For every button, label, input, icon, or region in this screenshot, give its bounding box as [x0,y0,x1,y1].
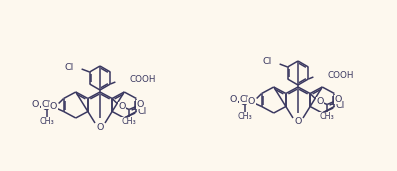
Text: O: O [32,100,39,109]
Text: O: O [248,97,255,106]
Text: COOH: COOH [129,76,156,84]
Text: Cl: Cl [64,62,73,71]
Text: CH₃: CH₃ [237,112,252,121]
Text: Cl: Cl [239,95,248,104]
Text: Cl: Cl [41,100,50,109]
Text: COOH: COOH [328,70,354,80]
Text: O: O [334,95,342,104]
Text: Cl: Cl [262,57,272,67]
Text: O: O [230,95,237,104]
Text: O: O [50,102,57,111]
Text: O: O [294,117,302,127]
Text: CH₃: CH₃ [122,117,137,126]
Text: CH₃: CH₃ [39,117,54,126]
Text: O: O [137,100,144,109]
Text: O: O [118,102,126,111]
Text: Cl: Cl [138,107,147,115]
Text: O: O [316,97,324,106]
Text: CH₃: CH₃ [320,112,335,121]
Text: O: O [96,122,104,131]
Text: Cl: Cl [335,102,345,110]
